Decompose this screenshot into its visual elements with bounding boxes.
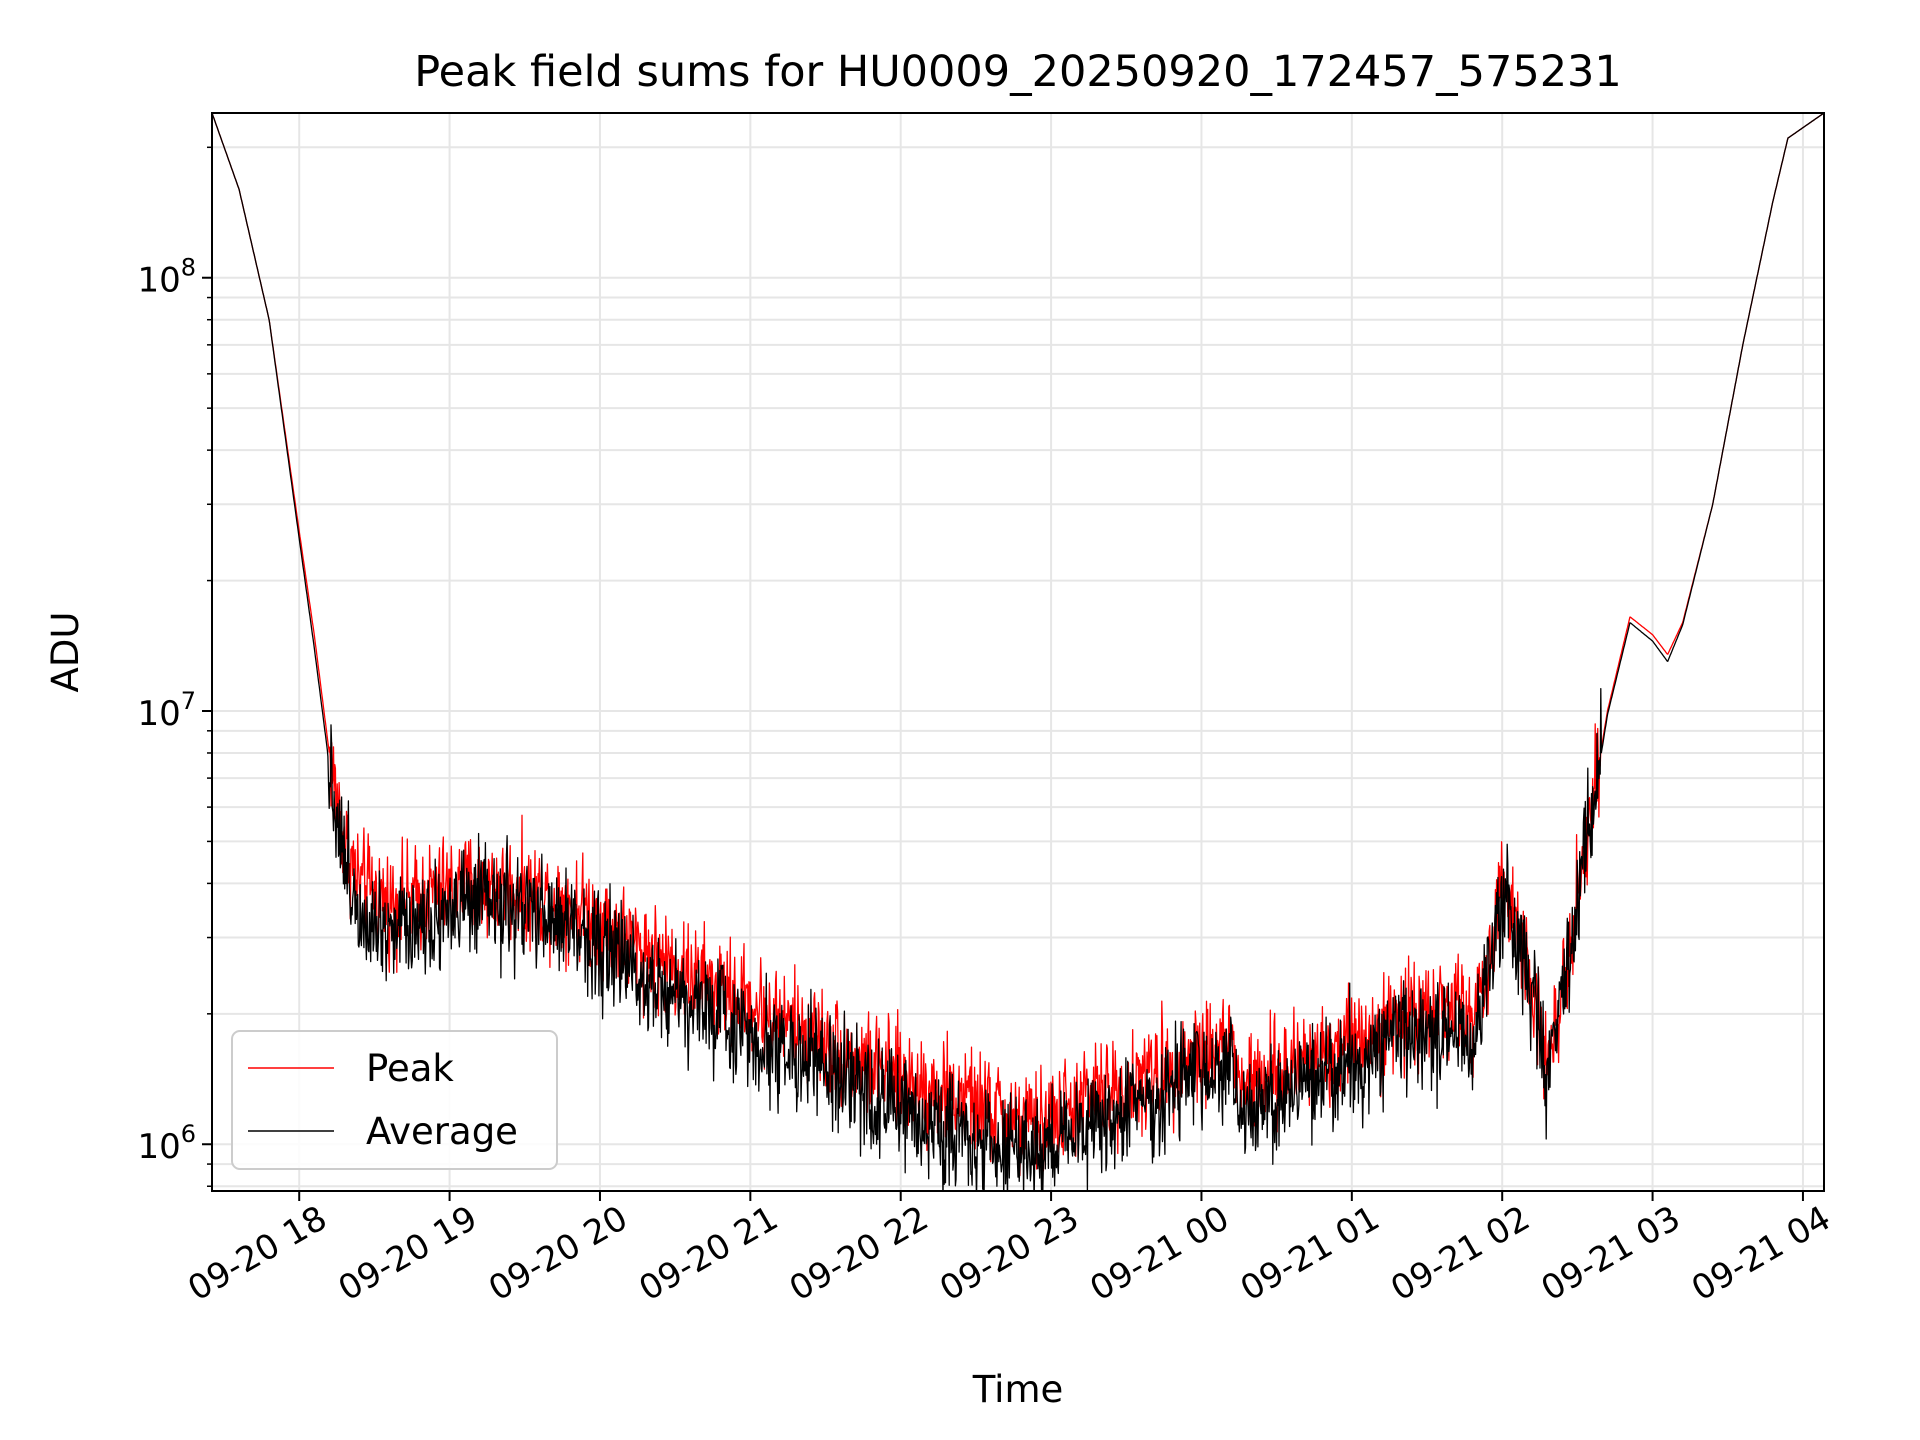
legend-label-peak: Peak — [366, 1047, 454, 1090]
series-line-average — [212, 113, 1824, 1191]
chart-title: Peak field sums for HU0009_20250920_1724… — [414, 47, 1622, 97]
legend-label-average: Average — [366, 1110, 518, 1153]
y-tick-label: 106 — [137, 1120, 196, 1167]
plot-frame — [211, 112, 1825, 1192]
legend: Peak Average — [231, 1030, 558, 1170]
y-axis-label: ADU — [44, 612, 87, 693]
y-tick-label: 108 — [137, 254, 196, 301]
series-layer — [212, 113, 1824, 1191]
grid — [212, 113, 1824, 1191]
x-axis-label: Time — [972, 1368, 1064, 1411]
y-tick-label: 107 — [137, 687, 196, 734]
legend-box — [231, 1030, 558, 1170]
